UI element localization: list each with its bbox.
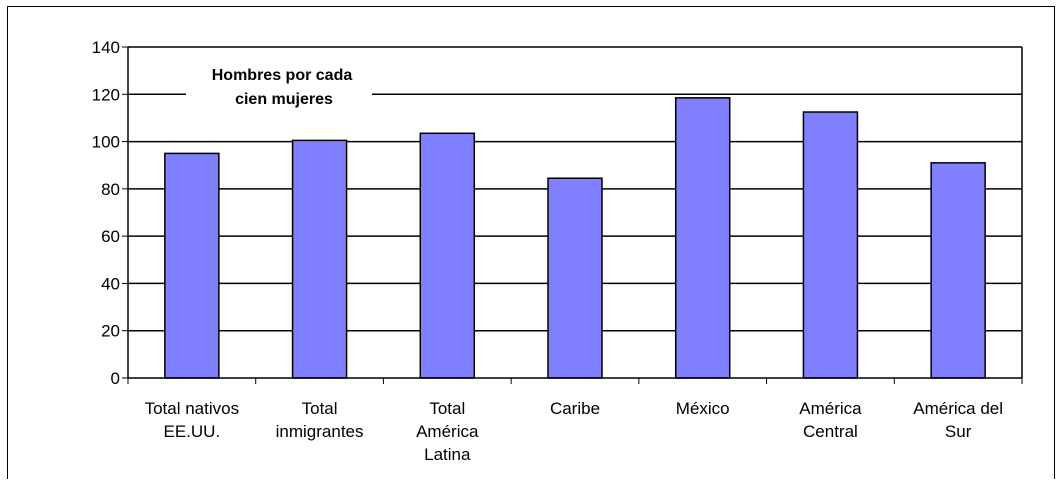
title-line-1: Hombres por cada	[212, 67, 353, 84]
axes	[122, 46, 1023, 384]
x-tick-label: Caribe	[550, 399, 600, 418]
bar	[164, 152, 220, 379]
x-tick-label: América Central	[799, 399, 862, 441]
y-tick-label: 60	[101, 227, 120, 246]
bar	[674, 97, 731, 379]
bar	[802, 111, 859, 379]
x-tick-label: América del Sur	[913, 399, 1003, 441]
x-tick-label: Total nativos EE.UU.	[145, 399, 240, 441]
x-tick-labels: Total nativos EE.UU. Total inmigrantes Total…	[145, 399, 1003, 464]
y-tick-label: 40	[101, 274, 120, 293]
y-tick-label: 80	[101, 180, 120, 199]
y-tick-label: 0	[111, 369, 120, 388]
y-tick-label: 100	[92, 133, 120, 152]
title-background	[186, 57, 372, 117]
bar	[419, 132, 476, 379]
y-tick-label: 120	[92, 85, 120, 104]
y-tick-labels: 0 20 40 60 80 100 120 140	[92, 38, 120, 388]
x-tick-label: Total inmigrantes	[276, 399, 364, 441]
bar	[547, 177, 603, 379]
x-tick-label: Total América Latina	[416, 399, 479, 464]
y-tick-label: 140	[92, 38, 120, 57]
title-line-2: cien mujeres	[235, 91, 333, 108]
bars	[164, 97, 986, 379]
x-tick-label: México	[676, 399, 730, 418]
bar	[291, 139, 348, 379]
chart-frame	[7, 6, 1055, 479]
y-tick-label: 20	[101, 322, 120, 341]
chart-title: Hombres por cada cien mujeres	[186, 57, 372, 117]
bar	[930, 162, 986, 379]
